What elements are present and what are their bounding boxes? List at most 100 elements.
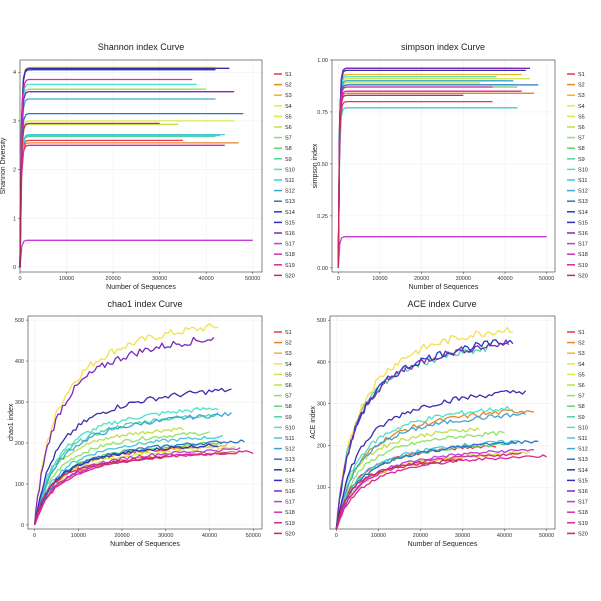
series-line-s18 bbox=[335, 452, 522, 530]
chart-panel-3: 0 10000 20000 30000 40000 50000 0 100 200 300 400 5… bbox=[8, 299, 295, 548]
legend: S1 S2 S3 S4 S5 S6 S7 S8 S9 S10 S11 S12 S13 S14 S15 S16 S… bbox=[567, 72, 588, 279]
legend-label: S16 bbox=[285, 231, 295, 237]
legend-label: S12 bbox=[285, 447, 295, 453]
series-line-s15 bbox=[337, 69, 526, 268]
x-tick-label: 50000 bbox=[539, 276, 554, 282]
x-tick-label: 50000 bbox=[245, 276, 260, 282]
series-line-s17 bbox=[337, 236, 547, 268]
series-line-s9 bbox=[33, 411, 219, 526]
legend-label: S20 bbox=[285, 531, 295, 537]
y-tick-label: 0.00 bbox=[317, 266, 328, 272]
y-tick-label: 400 bbox=[15, 359, 24, 365]
series-line-s1 bbox=[337, 100, 493, 268]
legend-label: S3 bbox=[285, 351, 292, 357]
legend-label: S15 bbox=[578, 220, 588, 226]
series-line-s11 bbox=[19, 133, 225, 268]
legend-label: S2 bbox=[578, 83, 585, 89]
series-line-s17 bbox=[19, 239, 253, 268]
series-line-s7 bbox=[33, 431, 210, 526]
chart-title: Shannon index Curve bbox=[98, 42, 185, 52]
y-tick-label: 100 bbox=[317, 485, 326, 491]
legend-label: S4 bbox=[285, 362, 292, 368]
x-tick-label: 10000 bbox=[371, 533, 386, 539]
legend-label: S8 bbox=[578, 404, 585, 410]
x-tick-label: 0 bbox=[335, 533, 338, 539]
series-line-s13 bbox=[19, 112, 244, 268]
legend-label: S20 bbox=[578, 273, 588, 279]
plot-frame bbox=[19, 59, 263, 273]
series-line-s15 bbox=[33, 387, 232, 526]
legend-label: S8 bbox=[578, 146, 585, 152]
x-axis-title: Number of Sequences bbox=[106, 284, 176, 291]
series-line-s19 bbox=[19, 144, 225, 268]
legend-label: S20 bbox=[578, 531, 588, 537]
y-tick-label: 0 bbox=[21, 523, 24, 529]
series-line-s13 bbox=[335, 440, 539, 530]
series-line-s16 bbox=[337, 67, 530, 268]
x-tick-label: 10000 bbox=[372, 276, 387, 282]
series-line-s10 bbox=[335, 405, 514, 530]
legend-label: S3 bbox=[578, 93, 585, 99]
y-tick-label: 500 bbox=[317, 318, 326, 324]
legend-label: S2 bbox=[285, 341, 292, 347]
y-axis-title: simpson index bbox=[312, 143, 319, 188]
series-line-s6 bbox=[337, 82, 480, 268]
legend-label: S11 bbox=[285, 178, 294, 184]
legend-label: S11 bbox=[578, 178, 587, 184]
series-line-s10 bbox=[337, 75, 497, 268]
y-tick-label: 0.25 bbox=[317, 214, 328, 220]
x-tick-label: 0 bbox=[33, 533, 36, 539]
series-line-s5 bbox=[33, 446, 236, 526]
x-tick-label: 50000 bbox=[539, 533, 554, 539]
legend-label: S6 bbox=[578, 125, 585, 131]
series-line-s14 bbox=[19, 69, 216, 268]
series-line-s2 bbox=[19, 142, 239, 268]
y-tick-label: 4 bbox=[13, 70, 16, 76]
x-tick-label: 10000 bbox=[59, 276, 74, 282]
legend-label: S10 bbox=[578, 167, 588, 173]
series-line-s20 bbox=[19, 122, 160, 268]
legend-label: S7 bbox=[285, 394, 292, 400]
chart-panel-4: 0 10000 20000 30000 40000 50000 100 200 300 400 50… bbox=[310, 299, 588, 548]
y-tick-label: 3 bbox=[13, 119, 16, 125]
legend-label: S15 bbox=[578, 478, 588, 484]
y-axis-title: chao1 index bbox=[8, 403, 15, 441]
legend: S1 S2 S3 S4 S5 S6 S7 S8 S9 S10 S11 S12 S13 S14 S15 S16 S… bbox=[567, 330, 588, 537]
x-tick-label: 10000 bbox=[71, 533, 86, 539]
chart-title: chao1 index Curve bbox=[107, 299, 182, 309]
x-tick-label: 20000 bbox=[414, 276, 429, 282]
legend-label: S5 bbox=[578, 372, 585, 378]
series-line-s8 bbox=[19, 134, 221, 268]
y-tick-label: 500 bbox=[15, 318, 24, 324]
legend-label: S17 bbox=[285, 242, 295, 248]
series-line-s2 bbox=[337, 92, 535, 268]
y-tick-label: 0.50 bbox=[317, 162, 328, 168]
legend-label: S17 bbox=[578, 242, 588, 248]
legend-label: S10 bbox=[578, 425, 588, 431]
series-line-s20 bbox=[33, 455, 166, 526]
chart-title: ACE index Curve bbox=[407, 299, 476, 309]
legend-label: S14 bbox=[285, 468, 295, 474]
legend-label: S19 bbox=[578, 263, 588, 269]
legend: S1 S2 S3 S4 S5 S6 S7 S8 S9 S10 S11 S12 S13 S14 S15 S16 S… bbox=[274, 330, 295, 537]
series-line-s12 bbox=[335, 412, 526, 530]
legend-label: S17 bbox=[285, 500, 295, 506]
legend-label: S15 bbox=[285, 220, 295, 226]
series-line-s18 bbox=[19, 78, 193, 268]
legend-label: S18 bbox=[285, 252, 295, 258]
chart-panel-1: 0 10000 20000 30000 40000 50000 0 1 2 3 4 Shannon i… bbox=[0, 42, 295, 291]
legend-label: S1 bbox=[578, 330, 585, 336]
legend-label: S8 bbox=[285, 146, 292, 152]
series-line-s12 bbox=[337, 80, 514, 268]
plot-area bbox=[330, 316, 555, 529]
legend-label: S16 bbox=[578, 489, 588, 495]
series-line-s4 bbox=[33, 323, 219, 525]
legend-label: S2 bbox=[285, 83, 292, 89]
x-tick-label: 30000 bbox=[152, 276, 167, 282]
legend-label: S7 bbox=[285, 136, 292, 142]
series-line-s8 bbox=[335, 441, 518, 530]
y-tick-label: 200 bbox=[15, 441, 24, 447]
y-tick-label: 1.00 bbox=[317, 58, 328, 64]
legend-label: S3 bbox=[285, 93, 292, 99]
